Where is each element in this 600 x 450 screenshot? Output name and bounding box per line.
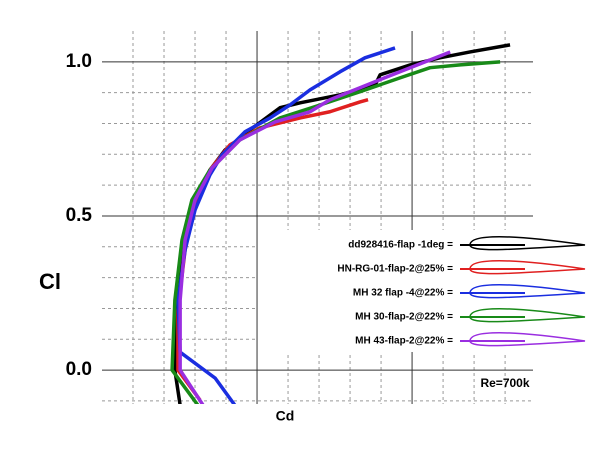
series-line bbox=[178, 50, 451, 404]
legend-airfoil bbox=[469, 284, 586, 299]
legend-label: dd928416-flap -1deg = bbox=[348, 240, 453, 251]
legend-label: MH 32 flap -4@22% = bbox=[353, 288, 453, 299]
y-tick-label: 0.5 bbox=[66, 205, 93, 226]
annotation: Re=700k bbox=[480, 376, 529, 390]
x-axis-label: Cd bbox=[276, 408, 295, 424]
legend-label: MH 30-flap-2@22% = bbox=[355, 312, 453, 323]
y-tick-label: 1.0 bbox=[66, 51, 92, 72]
legend: dd928416-flap -1deg = HN-RG-01-flap-2@25%… bbox=[337, 236, 586, 347]
legend-airfoil bbox=[469, 332, 586, 347]
plot bbox=[170, 43, 511, 404]
legend-airfoil bbox=[469, 236, 586, 251]
y-axis-label: Cl bbox=[39, 269, 61, 294]
legend-label: MH 43-flap-2@22% = bbox=[355, 336, 453, 347]
legend-airfoil bbox=[469, 308, 586, 323]
legend-bg bbox=[258, 230, 592, 352]
grid bbox=[102, 31, 533, 404]
legend-airfoil bbox=[469, 260, 586, 275]
y-tick-label: 0.0 bbox=[66, 359, 92, 380]
legend-label: HN-RG-01-flap-2@25% = bbox=[337, 264, 453, 275]
